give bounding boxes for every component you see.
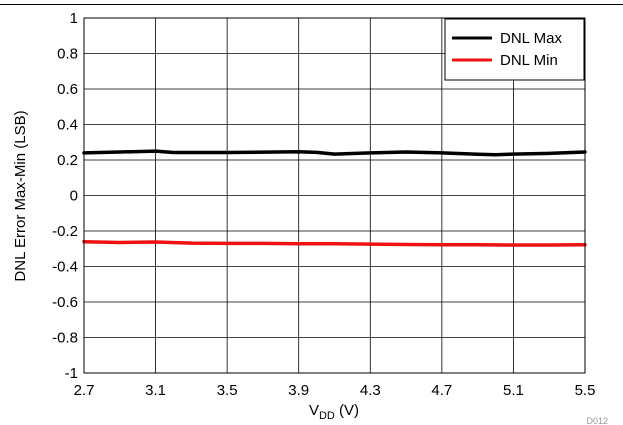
- series-line-dnl-min: [82, 239, 587, 247]
- y-tick-label: -0.4: [52, 259, 78, 276]
- x-tick-label: 2.7: [74, 382, 95, 399]
- legend: DNL Max DNL Min: [444, 18, 585, 81]
- y-tick-label: 0: [70, 188, 78, 205]
- legend-label-dnl-min: DNL Min: [500, 52, 558, 69]
- series-group: [82, 149, 587, 247]
- series-line-dnl-max: [82, 149, 587, 157]
- x-axis-label-sub: DD: [319, 410, 335, 422]
- x-tick-labels: 2.7 3.1 3.5 3.9 4.3 4.7 5.1 5.5: [74, 382, 596, 399]
- y-tick-label: -0.8: [52, 330, 78, 347]
- y-tick-label: 1: [70, 10, 78, 27]
- y-tick-label: 0.2: [57, 152, 78, 169]
- x-tick-label: 3.5: [217, 382, 238, 399]
- y-tick-label: -0.2: [52, 223, 78, 240]
- y-axis-label: DNL Error Max-Min (LSB): [12, 110, 29, 281]
- y-tick-label: 0.6: [57, 81, 78, 98]
- x-tick-label: 3.9: [288, 382, 309, 399]
- plot-frame: [83, 17, 586, 374]
- y-tick-label: 0.8: [57, 46, 78, 63]
- x-tick-label: 5.1: [503, 382, 524, 399]
- y-tick-labels: 1 0.8 0.6 0.4 0.2 0 -0.2 -0.4 -0.6 -0.8 -1: [52, 10, 78, 382]
- x-tick-label: 4.7: [431, 382, 452, 399]
- legend-box: [444, 18, 585, 81]
- y-tick-label: -0.6: [52, 294, 78, 311]
- x-axis-label: VDD (V): [309, 402, 359, 422]
- x-tick-label: 5.5: [575, 382, 596, 399]
- y-tick-label: 0.4: [57, 117, 78, 134]
- x-tick-label: 3.1: [145, 382, 166, 399]
- y-tick-label: -1: [65, 365, 78, 382]
- legend-label-dnl-max: DNL Max: [500, 30, 562, 47]
- figure-id: D012: [586, 416, 608, 425]
- grid: [84, 18, 585, 373]
- x-axis-label-unit: (V): [335, 402, 359, 419]
- x-tick-label: 4.3: [360, 382, 381, 399]
- x-axis-label-main: V: [309, 402, 319, 419]
